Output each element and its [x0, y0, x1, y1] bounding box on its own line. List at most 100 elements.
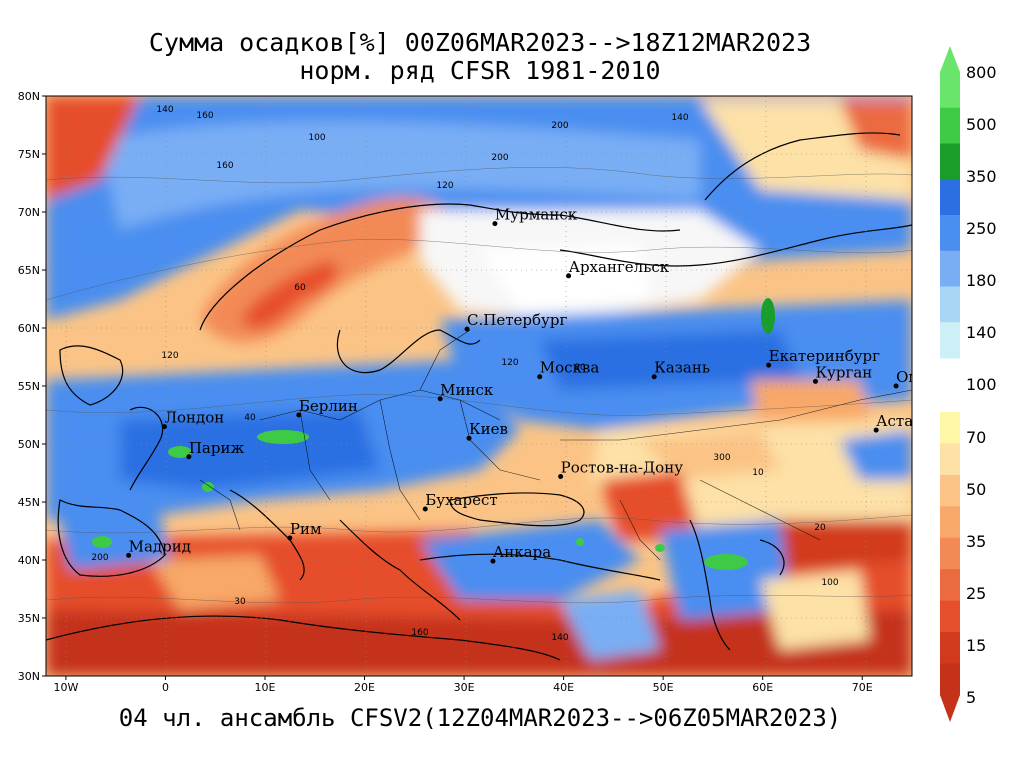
city-name: Мурманск — [495, 206, 578, 224]
city-marker — [566, 273, 572, 279]
city-name: Архангельск — [569, 258, 670, 276]
city-marker — [893, 383, 899, 389]
city-name: Казань — [654, 359, 710, 377]
colorbar-segment — [940, 474, 960, 507]
colorbar-segment — [940, 632, 960, 665]
colorbar-label: 500 — [966, 115, 997, 134]
city-marker — [186, 454, 192, 460]
colorbar-segment — [940, 537, 960, 570]
colorbar-label: 50 — [966, 480, 986, 499]
city-name: Омск — [896, 368, 938, 386]
city-marker — [161, 424, 167, 430]
contour-value-label: 300 — [713, 453, 730, 463]
contour-value-label: 160 — [216, 161, 233, 171]
lat-label: 70N — [18, 206, 40, 219]
colorbar-segment — [940, 663, 960, 696]
contour-lines — [46, 167, 912, 604]
longitude-labels: 10W 0 10E 20E 30E 40E 50E 60E 70E — [53, 676, 873, 694]
map-title: Сумма осадков[%] 00Z06MAR2023-->18Z12MAR… — [148, 28, 812, 57]
colorbar-segment — [940, 107, 960, 144]
grid-lines — [46, 96, 912, 676]
map-subtitle: норм. ряд CFSR 1981-2010 — [299, 56, 661, 85]
lat-label: 50N — [18, 438, 40, 451]
colorbar-legend: 800 500 350 250 180 140 100 70 50 35 25 15 5 — [940, 46, 997, 722]
lon-label: 10E — [255, 681, 276, 694]
city-name: Ростов-на-Дону — [561, 458, 684, 476]
contour-value-label: 20 — [814, 523, 826, 533]
city-marker — [464, 326, 470, 332]
city-name: Минск — [440, 381, 494, 399]
colorbar-segment — [940, 215, 960, 252]
lon-label: 70E — [852, 681, 873, 694]
contour-labels: 140 160 100 200 120 60 120 160 200 140 120 80 40 300 1… — [91, 105, 838, 643]
lon-label: 30E — [454, 681, 475, 694]
lat-label: 35N — [18, 612, 40, 625]
contour-value-label: 80 — [574, 363, 586, 373]
lat-label: 65N — [18, 264, 40, 277]
lon-label: 40E — [553, 681, 574, 694]
lon-label: 60E — [752, 681, 773, 694]
colorbar-lower-segments — [940, 412, 960, 696]
city-name: Рим — [290, 520, 322, 538]
colorbar-segment — [940, 72, 960, 109]
city-marker — [537, 374, 543, 380]
city-name: Париж — [189, 439, 245, 457]
lon-label: 20E — [354, 681, 375, 694]
city-marker — [873, 427, 879, 433]
contour-value-label: 200 — [551, 121, 568, 131]
lon-label: 50E — [653, 681, 674, 694]
city-name: Курган — [815, 363, 872, 381]
colorbar-label: 800 — [966, 63, 997, 82]
lat-label: 75N — [18, 148, 40, 161]
city-name: Бухарест — [425, 491, 497, 509]
colorbar-segment — [940, 179, 960, 216]
city-marker — [766, 362, 772, 368]
city-name: Москва — [540, 359, 600, 377]
contour-value-label: 40 — [244, 413, 256, 423]
city-name: Астана — [876, 412, 932, 430]
contour-value-label: 200 — [91, 553, 108, 563]
city-marker — [492, 221, 498, 227]
contour-value-label: 100 — [308, 133, 325, 143]
city-marker — [126, 552, 132, 558]
colorbar-top-arrow — [940, 46, 960, 72]
contour-value-label: 100 — [821, 578, 838, 588]
colorbar-segment — [940, 250, 960, 287]
city-labels: Мурманск Архангельск С.Петербург Москва Каза… — [126, 206, 938, 564]
colorbar-label: 180 — [966, 271, 997, 290]
colorbar-labels: 800 500 350 250 180 140 100 70 50 35 25 15 5 — [966, 63, 997, 707]
city-name: Мадрид — [129, 537, 191, 555]
lat-label: 80N — [18, 90, 40, 103]
lat-label: 40N — [18, 554, 40, 567]
city-marker — [437, 396, 443, 402]
city-marker — [651, 374, 657, 380]
city-name: С.Петербург — [467, 311, 567, 329]
colorbar-label: 140 — [966, 323, 997, 342]
colorbar-label: 70 — [966, 428, 986, 447]
colorbar-segment — [940, 569, 960, 602]
lon-label: 0 — [162, 681, 169, 694]
colorbar-segment — [940, 600, 960, 633]
contour-value-label: 140 — [156, 105, 173, 115]
contour-value-label: 60 — [294, 283, 306, 293]
colorbar-label: 25 — [966, 584, 986, 603]
colorbar-label: 35 — [966, 532, 986, 551]
contour-value-label: 140 — [551, 633, 568, 643]
contour-value-label: 120 — [501, 358, 518, 368]
contour-value-label: 160 — [196, 111, 213, 121]
contour-value-label: 120 — [161, 351, 178, 361]
contour-value-label: 200 — [491, 153, 508, 163]
colorbar-upper-segments — [940, 72, 960, 359]
lat-label: 30N — [18, 670, 40, 683]
city-name: Анкара — [493, 543, 551, 561]
lon-label: 10W — [53, 681, 78, 694]
colorbar-segment — [940, 506, 960, 539]
contour-value-label: 140 — [671, 113, 688, 123]
colorbar-label: 350 — [966, 167, 997, 186]
city-name: Лондон — [164, 409, 224, 427]
colorbar-label: 250 — [966, 219, 997, 238]
colorbar-segment — [940, 412, 960, 444]
country-borders — [199, 329, 912, 561]
city-name: Екатеринбург — [769, 347, 880, 365]
